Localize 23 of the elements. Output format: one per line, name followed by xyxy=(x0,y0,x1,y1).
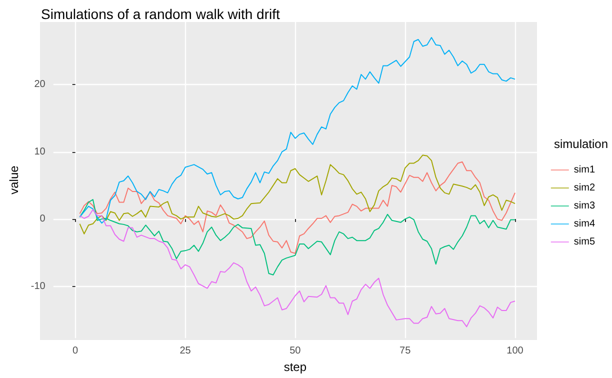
legend-label: sim2 xyxy=(574,182,596,194)
x-tick-label: 100 xyxy=(506,346,524,357)
legend-label: sim5 xyxy=(574,236,596,248)
line-series xyxy=(79,36,516,224)
x-tick-label: 75 xyxy=(400,346,412,357)
x-tick-label: 50 xyxy=(290,346,302,357)
x-tick-label: 0 xyxy=(72,346,79,357)
x-tick-label: 25 xyxy=(180,346,192,357)
line-series xyxy=(79,209,516,328)
legend-label: sim4 xyxy=(574,218,596,230)
y-tick-label: 10 xyxy=(34,146,46,158)
y-axis-title: value xyxy=(7,165,21,194)
line-series xyxy=(79,199,516,276)
legend-title: simulation xyxy=(554,137,608,151)
line-series xyxy=(79,161,516,254)
x-axis-title: step xyxy=(284,360,307,374)
y-tick-label: -10 xyxy=(30,280,46,292)
y-tick-label: 0 xyxy=(40,214,46,225)
legend-label: sim1 xyxy=(574,164,596,176)
y-tick-label: 20 xyxy=(34,79,46,90)
legend-label: sim3 xyxy=(574,200,596,212)
chart-title: Simulations of a random walk with drift xyxy=(41,6,280,22)
line-series xyxy=(79,154,516,234)
